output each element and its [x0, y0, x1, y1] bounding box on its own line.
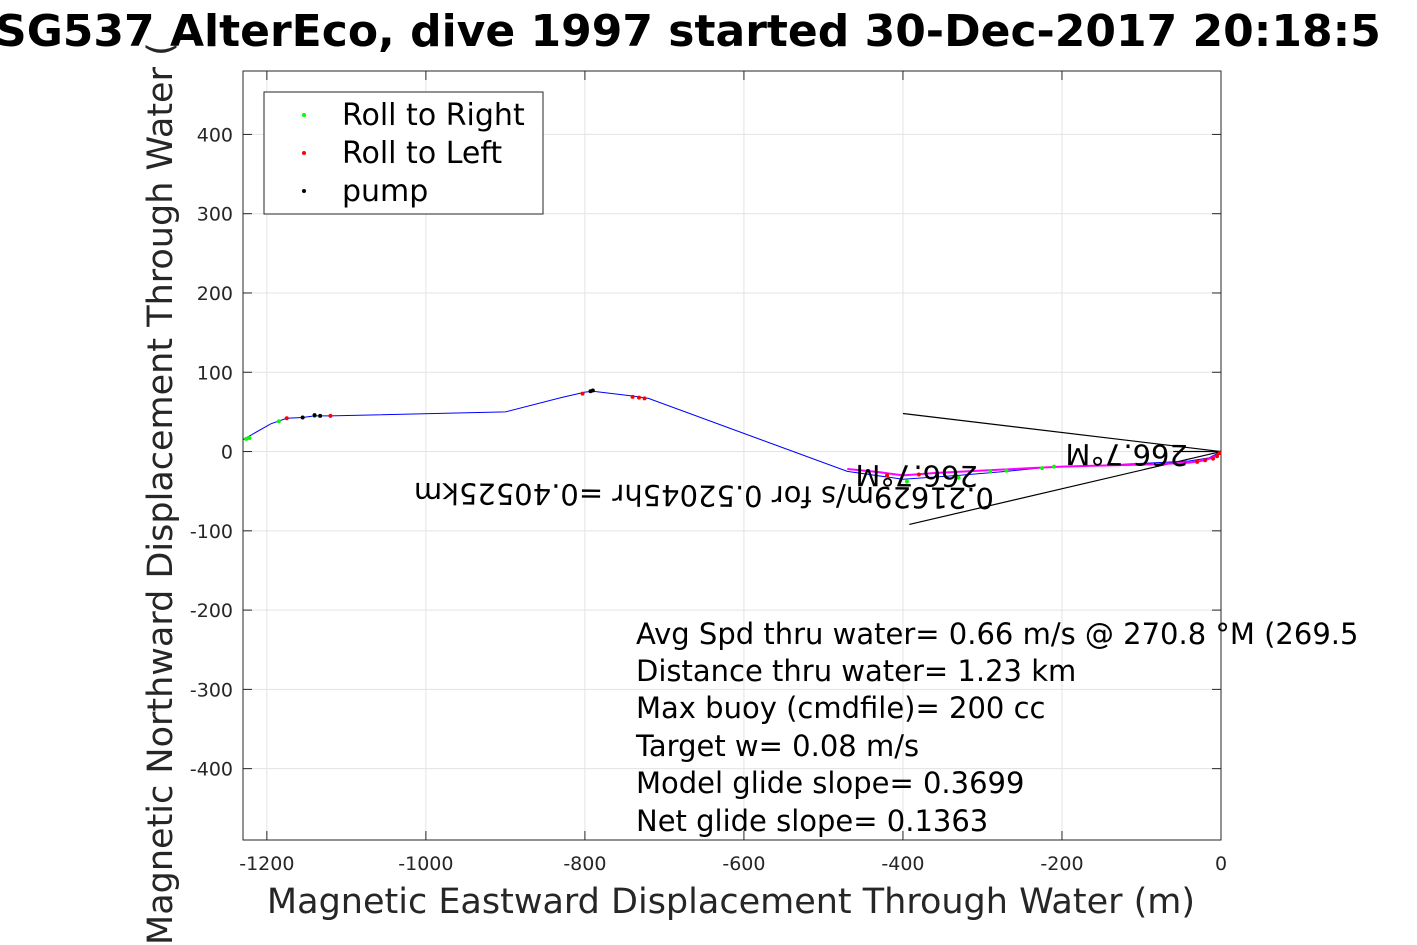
current-speed-label: 0.21629m/s for 0.52045hr =0.40525km: [414, 476, 994, 515]
y-tick-label: 0: [221, 442, 233, 464]
x-tick-label: 0: [1215, 853, 1227, 875]
legend-label-roll-left: Roll to Left: [342, 136, 502, 171]
roll-right-point: [244, 436, 249, 441]
roll-right-point: [247, 436, 252, 441]
x-tick-label: -200: [1040, 853, 1083, 875]
y-tick-label: -300: [190, 679, 233, 701]
legend-label-roll-right: Roll to Right: [342, 98, 525, 133]
x-tick-label: -1200: [239, 853, 294, 875]
current-heading-label-1: 266.7°M: [855, 458, 978, 493]
roll-right-point: [1040, 466, 1045, 471]
net-glide-text: Net glide slope= 0.1363: [636, 804, 988, 838]
x-tick-label: -400: [881, 853, 924, 875]
roll-left-point: [642, 396, 647, 401]
y-tick-label: 300: [197, 204, 233, 226]
avg-speed-text: Avg Spd thru water= 0.66 m/s @ 270.8 °M …: [636, 617, 1358, 651]
legend: Roll to Right Roll to Left pump: [263, 91, 544, 215]
current-labels: 0.21629m/s for 0.52045hr =0.40525km 266.…: [414, 437, 1188, 515]
roll-left-point: [1211, 456, 1216, 461]
y-axis-label: Magnetic Northward Displacement Through …: [141, 42, 181, 945]
x-tick-label: -1000: [398, 853, 453, 875]
series-layer: [242, 388, 1222, 526]
roll-left-point: [1203, 458, 1208, 463]
x-tick-label: -800: [563, 853, 606, 875]
roll-right-point: [1004, 468, 1009, 473]
roll-right-point: [276, 419, 281, 424]
roll-left-point: [630, 394, 635, 399]
chart-title: SG537 AlterEco, dive 1997 started 30-Dec…: [0, 6, 1381, 57]
legend-label-pump: pump: [342, 174, 428, 209]
track-segment: [847, 452, 1222, 477]
pump-point: [590, 388, 595, 393]
grid: [243, 71, 1222, 840]
roll-right-point: [904, 479, 909, 484]
x-axis-label: Magnetic Eastward Displacement Through W…: [267, 882, 1195, 922]
plot-frame: [242, 70, 1222, 841]
y-tick-label: -400: [190, 759, 233, 781]
stats-annotations: Avg Spd thru water= 0.66 m/s @ 270.8 °M …: [635, 617, 1358, 838]
model-glide-text: Model glide slope= 0.3699: [636, 766, 1024, 800]
roll-left-point: [1215, 454, 1220, 459]
y-tick-label: 200: [197, 283, 233, 305]
pump-point: [312, 413, 317, 418]
y-tick-label: -100: [190, 521, 233, 543]
tick-labels: -1200 -1000 -800 -600 -400 -200 0-400-300-200-…: [190, 124, 1227, 875]
roll-left-point: [284, 416, 289, 421]
max-buoy-text: Max buoy (cmdfile)= 200 cc: [636, 691, 1045, 725]
roll-right-point: [988, 469, 993, 474]
roll-left-point: [636, 395, 641, 400]
axis-ticks: [243, 71, 1222, 840]
roll-left-point: [580, 391, 585, 396]
legend-box: [263, 91, 544, 215]
roll-right-point: [956, 475, 961, 480]
roll-left-point: [916, 472, 921, 477]
y-tick-label: -200: [190, 600, 233, 622]
legend-marker-roll-right: [302, 113, 306, 117]
current-vector-line: [902, 412, 1222, 453]
pump-point: [300, 415, 305, 420]
current-heading-label-2: 266.7°M: [1065, 437, 1188, 472]
roll-left-point: [1195, 459, 1200, 464]
roll-left-point: [328, 413, 333, 418]
y-tick-label: 400: [197, 124, 233, 146]
pump-point: [318, 413, 323, 418]
x-tick-label: -600: [722, 853, 765, 875]
legend-marker-roll-left: [302, 151, 306, 155]
distance-text: Distance thru water= 1.23 km: [636, 654, 1076, 688]
legend-marker-pump: [302, 189, 306, 193]
target-w-text: Target w= 0.08 m/s: [635, 729, 919, 763]
roll-left-point: [885, 473, 890, 478]
y-tick-label: 100: [197, 362, 233, 384]
roll-left-point: [1217, 451, 1222, 456]
roll-right-point: [1052, 464, 1057, 469]
